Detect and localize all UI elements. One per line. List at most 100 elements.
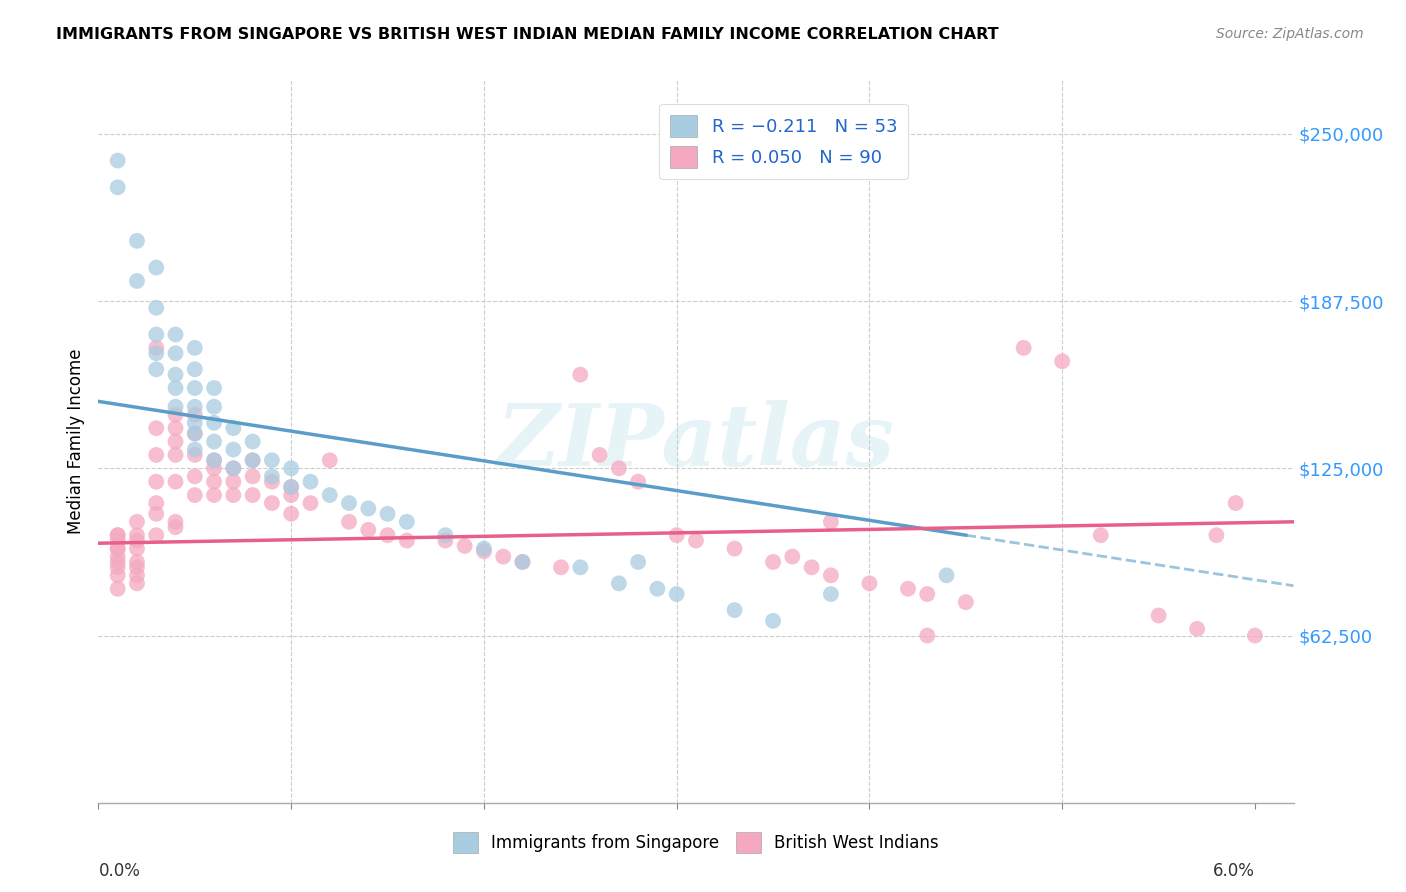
Point [820,568,842,582]
Point [222,461,245,475]
Point [299,496,322,510]
Point [260,453,283,467]
Point [242,453,264,467]
Point [165,327,187,342]
Point [145,421,167,435]
Point [125,515,148,529]
Point [165,515,187,529]
Point [202,461,225,475]
Point [184,448,207,462]
Point [145,475,167,489]
Point [492,549,515,564]
Point [125,533,148,548]
Point [395,515,418,529]
Point [165,434,187,449]
Point [202,434,225,449]
Point [319,488,342,502]
Point [627,555,650,569]
Point [512,555,534,569]
Point [1012,341,1035,355]
Point [242,453,264,467]
Point [107,528,129,542]
Point [357,501,380,516]
Point [222,442,245,457]
Point [145,362,167,376]
Point [165,520,187,534]
Y-axis label: Median Family Income: Median Family Income [66,349,84,534]
Point [184,442,207,457]
Point [1185,622,1208,636]
Point [242,488,264,502]
Point [125,576,148,591]
Point [145,507,167,521]
Point [125,555,148,569]
Point [165,448,187,462]
Point [107,541,129,556]
Point [145,341,167,355]
Text: IMMIGRANTS FROM SINGAPORE VS BRITISH WEST INDIAN MEDIAN FAMILY INCOME CORRELATIO: IMMIGRANTS FROM SINGAPORE VS BRITISH WES… [56,27,998,42]
Text: 0.0%: 0.0% [98,862,141,880]
Point [955,595,977,609]
Point [280,461,302,475]
Point [550,560,572,574]
Point [184,488,207,502]
Point [762,555,785,569]
Point [202,453,225,467]
Point [125,560,148,574]
Text: 6.0%: 6.0% [1213,862,1256,880]
Point [184,400,207,414]
Point [184,426,207,441]
Point [762,614,785,628]
Point [377,507,399,521]
Point [665,587,688,601]
Point [820,587,842,601]
Point [184,408,207,422]
Point [107,568,129,582]
Point [165,421,187,435]
Point [107,541,129,556]
Point [107,560,129,574]
Point [723,603,745,617]
Point [202,416,225,430]
Point [453,539,475,553]
Point [472,544,495,558]
Point [800,560,823,574]
Point [222,488,245,502]
Point [1050,354,1073,368]
Point [125,528,148,542]
Point [107,528,129,542]
Point [145,301,167,315]
Legend: Immigrants from Singapore, British West Indians: Immigrants from Singapore, British West … [446,826,946,860]
Point [280,480,302,494]
Point [125,568,148,582]
Point [107,153,129,168]
Point [145,260,167,275]
Point [569,560,592,574]
Point [1244,628,1267,642]
Point [184,341,207,355]
Point [222,421,245,435]
Point [145,448,167,462]
Point [184,469,207,483]
Point [165,368,187,382]
Point [145,496,167,510]
Point [1225,496,1247,510]
Point [260,475,283,489]
Point [107,555,129,569]
Point [165,346,187,360]
Point [280,488,302,502]
Point [165,408,187,422]
Point [202,475,225,489]
Point [165,400,187,414]
Point [647,582,669,596]
Point [145,346,167,360]
Point [395,533,418,548]
Point [107,533,129,548]
Point [337,496,360,510]
Point [184,426,207,441]
Point [107,582,129,596]
Point [184,416,207,430]
Point [184,362,207,376]
Point [260,496,283,510]
Point [434,528,457,542]
